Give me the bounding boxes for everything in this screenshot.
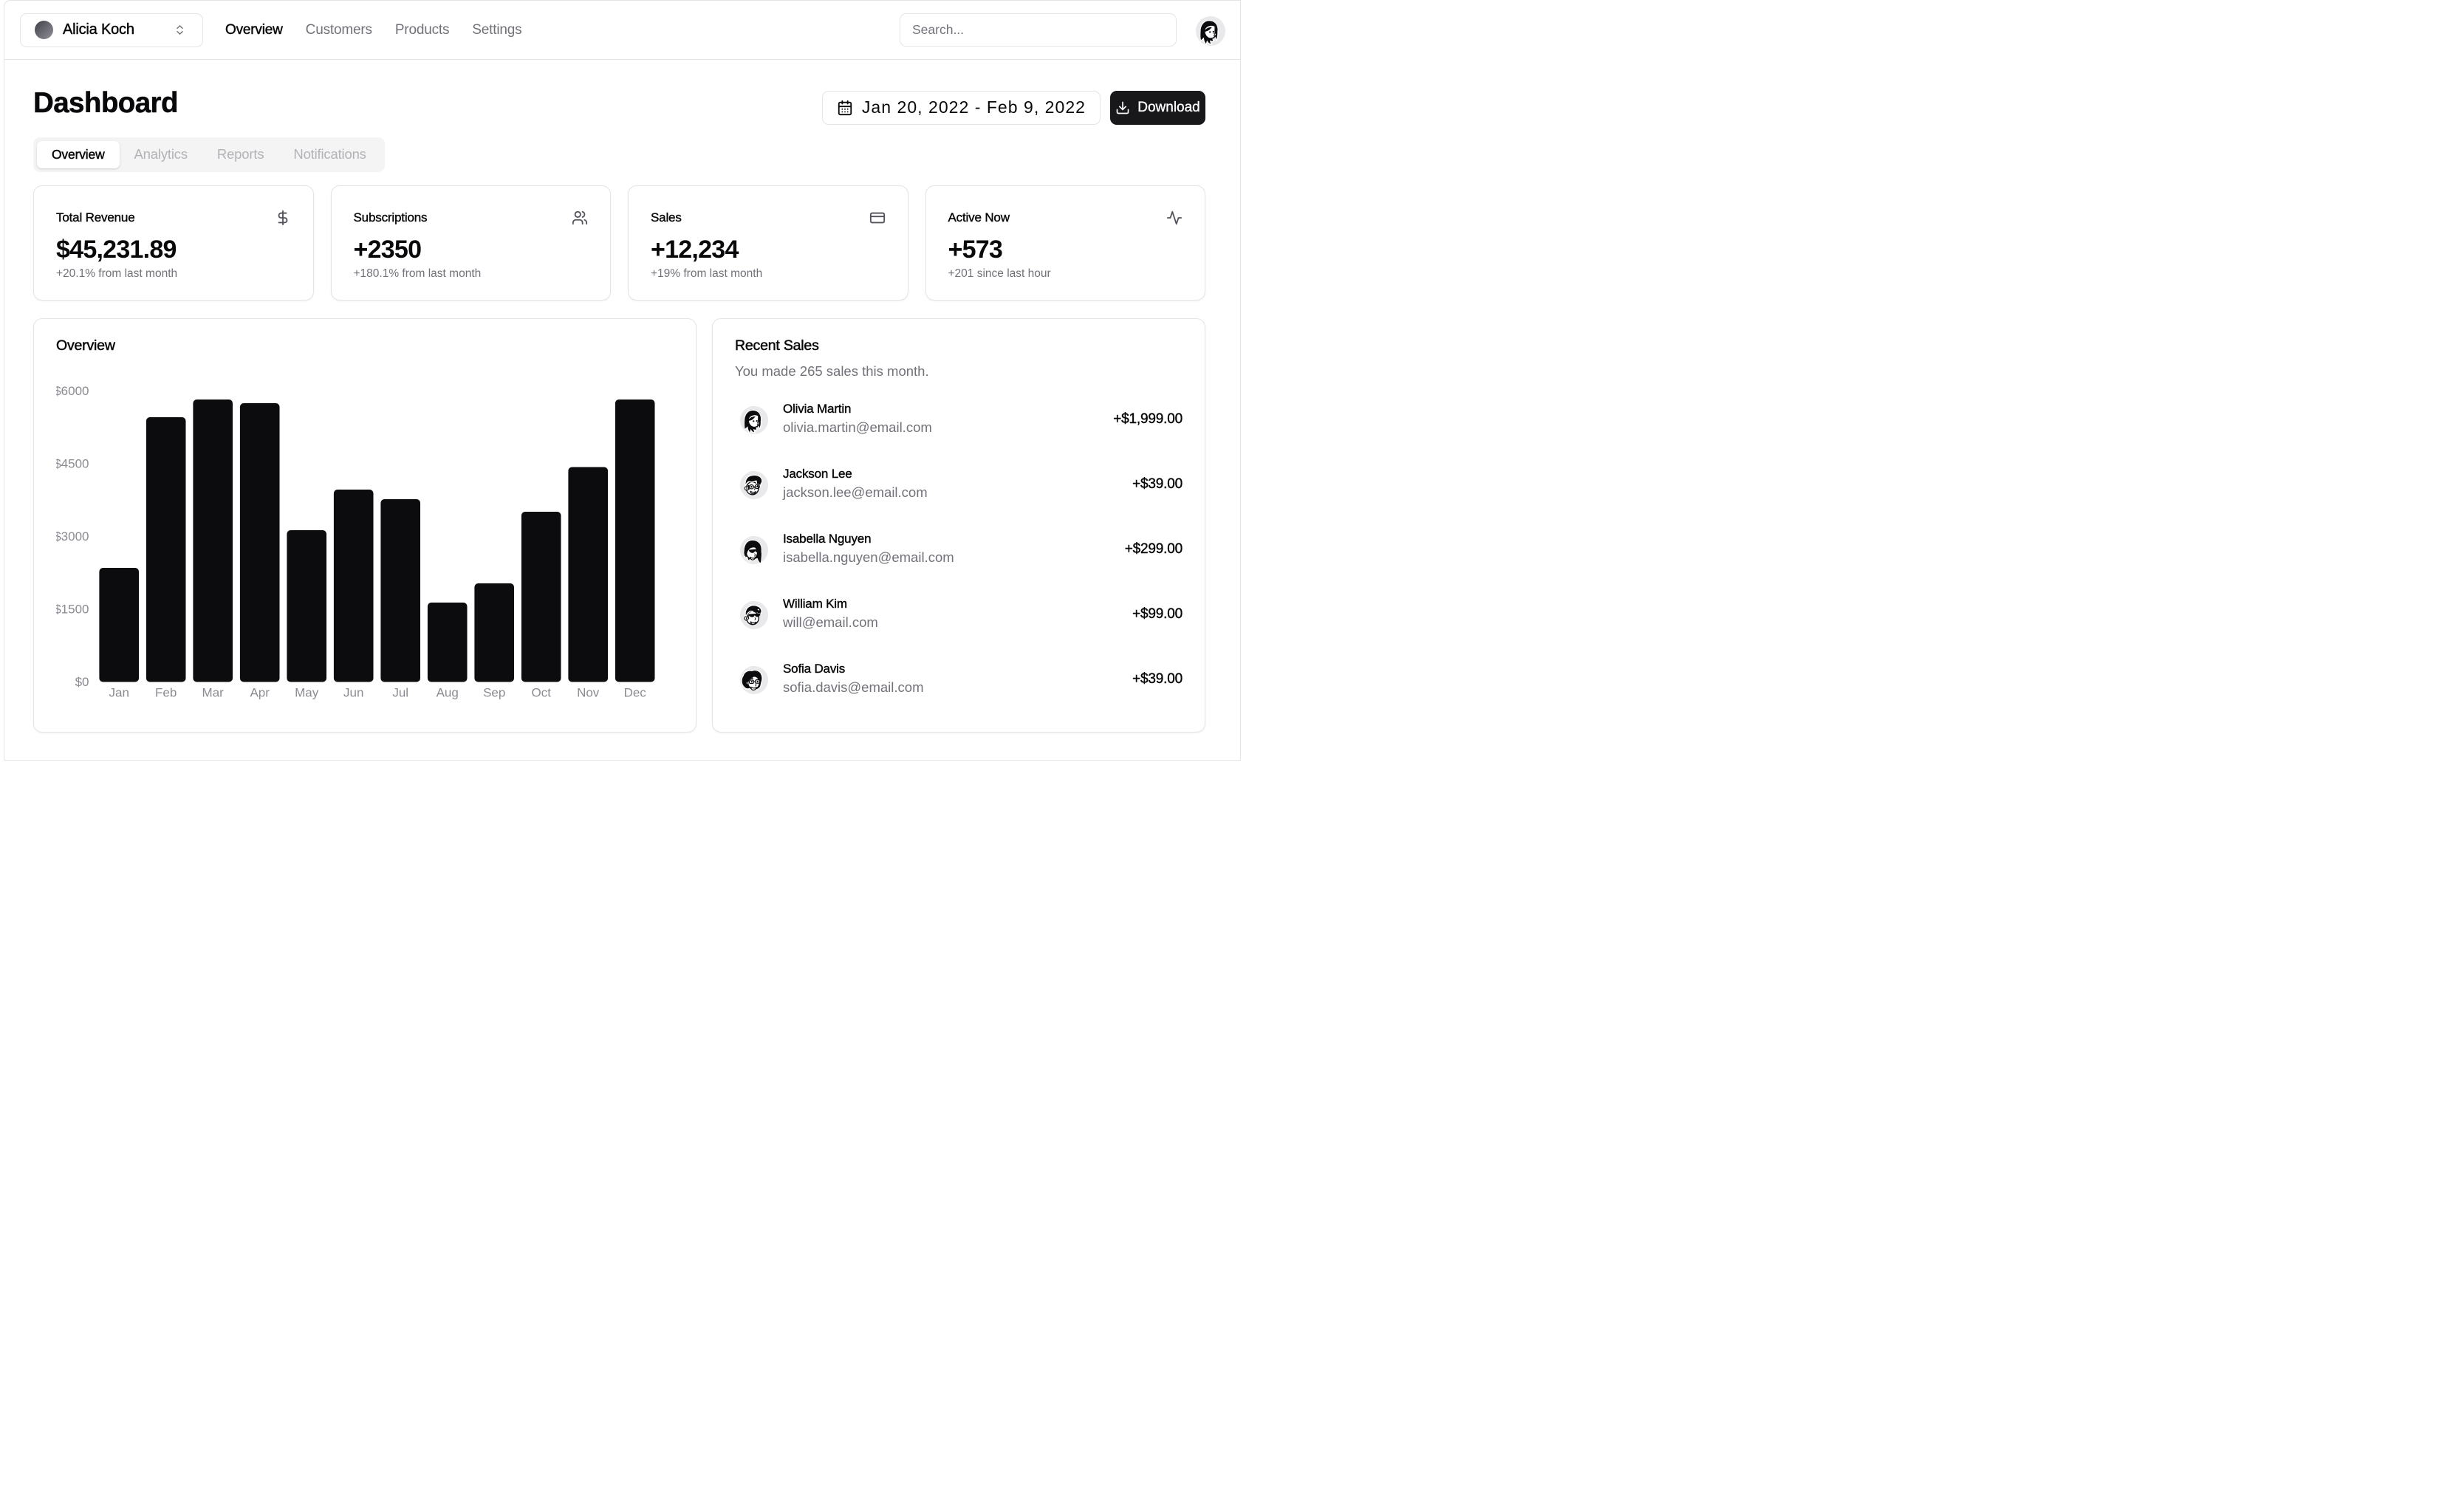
svg-text:Nov: Nov (577, 686, 600, 700)
svg-text:Aug: Aug (437, 686, 459, 700)
svg-text:Dec: Dec (624, 686, 647, 700)
svg-text:$0: $0 (75, 675, 89, 689)
svg-text:Jan: Jan (109, 686, 129, 700)
svg-text:Sep: Sep (483, 686, 505, 700)
svg-text:Oct: Oct (531, 686, 551, 700)
svg-text:$6000: $6000 (56, 384, 89, 398)
svg-text:Jul: Jul (392, 686, 408, 700)
svg-text:Mar: Mar (202, 686, 225, 700)
svg-text:$4500: $4500 (56, 457, 89, 471)
svg-text:Feb: Feb (155, 686, 177, 700)
svg-text:$3000: $3000 (56, 529, 89, 543)
svg-text:Apr: Apr (250, 686, 270, 700)
svg-text:Jun: Jun (343, 686, 363, 700)
svg-text:May: May (295, 686, 319, 700)
svg-text:$1500: $1500 (56, 603, 89, 617)
